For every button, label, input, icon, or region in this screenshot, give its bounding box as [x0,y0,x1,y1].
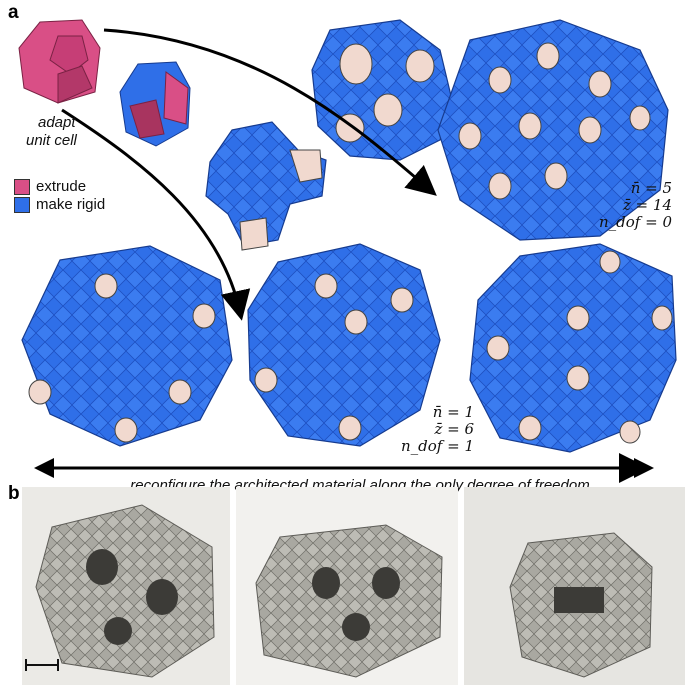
param-middle-n: n̄ = 1 [432,403,474,421]
photo-model-2 [255,524,443,678]
unit-cell-label-line1: adapt [38,114,76,131]
arrow-to-bottom-middle [61,108,251,321]
legend-swatch-make-rigid [14,196,30,213]
params-right: n̄ = 5 z̄ = 14 n_dof = 0 [592,180,672,231]
cluster-bottom-left [21,245,233,447]
param-middle-z: z̄ = 6 [434,420,474,438]
photo-model-1 [25,504,215,678]
photo-model-3 [509,532,653,678]
cluster-bottom-middle [247,243,441,447]
panel-b-label: b [8,483,20,504]
legend-swatch-extrude [14,178,30,195]
arrow-left-head [34,458,54,478]
legend-item-extrude: extrude [14,178,86,195]
panel-a-label: a [8,2,19,23]
arrow-to-top-right [103,28,437,196]
legend-label-make-rigid: make rigid [36,196,106,213]
mixed-unit-cell [119,61,191,147]
rigid-cross-unit [205,121,327,251]
cluster-top-middle [311,19,453,161]
unit-cell-label-line2: unit cell [26,132,77,149]
cluster-top-right [437,19,669,241]
param-right-ndof: n_dof = 0 [599,213,672,231]
photo-configuration-3 [464,487,685,685]
param-right-n: n̄ = 5 [630,179,672,197]
arrow-right-head [634,458,654,478]
cluster-bottom-right [469,243,677,453]
legend-item-make-rigid: make rigid [14,196,105,213]
photo-configuration-2 [236,487,458,685]
legend-label-extrude: extrude [36,178,87,195]
photo-configuration-1 [22,487,230,685]
pink-unit-cell [18,19,101,104]
param-middle-ndof: n_dof = 1 [401,437,474,455]
param-right-z: z̄ = 14 [622,196,672,214]
params-middle: n̄ = 1 z̄ = 6 n_dof = 1 [378,404,474,455]
